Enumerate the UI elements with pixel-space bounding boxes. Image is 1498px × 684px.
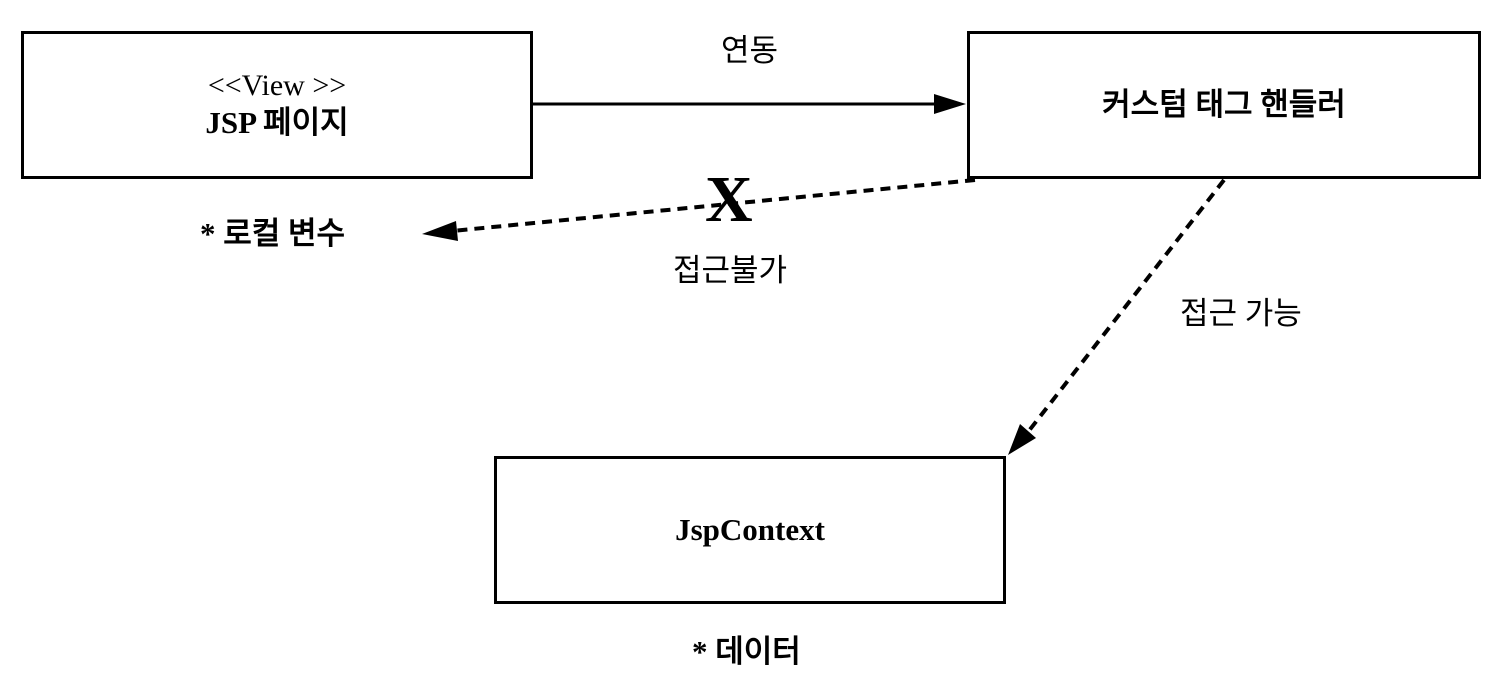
denied-label: 접근불가 [673,253,788,288]
jsp-context-box: JspContext [494,456,1006,604]
jsp-context-title: JspContext [675,512,825,547]
link-label: 연동 [721,33,779,68]
denied-arrow [422,178,976,241]
jsp-page-title: JSP 페이지 [205,105,349,140]
jsp-page-stereotype: <<View >> [207,69,347,102]
data-note: * 데이터 [692,634,801,669]
access-denied-x-icon: X [705,163,753,236]
tag-handler-title: 커스텀 태그 핸들러 [1102,87,1346,122]
allowed-label: 접근 가능 [1180,296,1302,331]
link-arrow [533,94,966,114]
jsp-page-box: <<View >> JSP 페이지 [21,31,533,179]
local-variables-note: * 로컬 변수 [200,216,346,251]
allowed-arrow [1008,178,1226,455]
tag-handler-box: 커스텀 태그 핸들러 [967,31,1481,179]
